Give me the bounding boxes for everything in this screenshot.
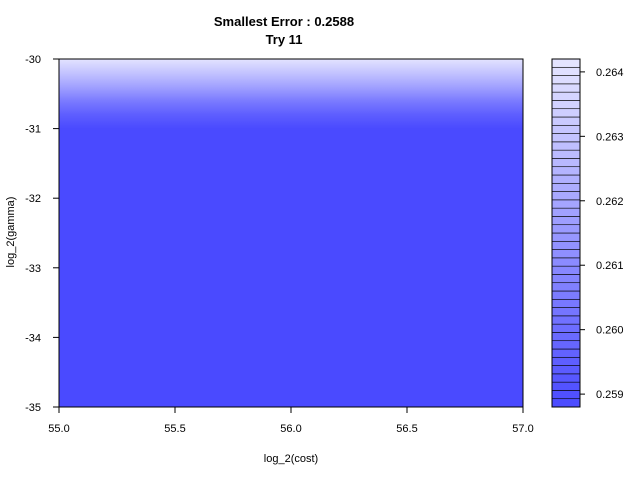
colorbar-level [551, 166, 581, 176]
y-tick-label: -35 [25, 402, 41, 414]
colorbar-level [551, 315, 581, 325]
colorbar-level [551, 274, 581, 284]
colorbar-level [551, 66, 581, 76]
colorbar-level [551, 216, 581, 226]
colorbar-tick-label: 0.260 [596, 325, 624, 337]
x-tick-label: 55.0 [48, 423, 69, 435]
colorbar-level [551, 58, 581, 68]
colorbar-frame [551, 58, 581, 408]
colorbar-level [551, 133, 581, 143]
heatmap-fill [59, 59, 523, 407]
colorbar-level [551, 249, 581, 259]
colorbar-level [551, 365, 581, 375]
colorbar-level [551, 390, 581, 400]
colorbar-tick-label: 0.262 [596, 196, 624, 208]
colorbar-level [551, 290, 581, 300]
colorbar-level [551, 158, 581, 168]
colorbar-level [551, 307, 581, 317]
x-tick-label: 56.5 [396, 423, 417, 435]
colorbar-level [551, 257, 581, 267]
y-axis-label: log_2(gamma) [5, 197, 17, 268]
colorbar-level [551, 356, 581, 366]
colorbar-tick-label: 0.264 [596, 67, 624, 79]
colorbar-level [551, 323, 581, 333]
colorbar-level [551, 124, 581, 134]
chart-subtitle: Try 11 [266, 32, 303, 47]
colorbar-tick-label: 0.261 [596, 260, 624, 272]
colorbar-level [551, 348, 581, 358]
colorbar-level [551, 207, 581, 217]
colorbar-level [551, 332, 581, 342]
x-tick-label: 56.0 [280, 423, 301, 435]
colorbar-level [551, 282, 581, 292]
colorbar: 0.259 0.260 0.261 0.262 0.263 0.264 [551, 58, 624, 408]
colorbar-level [551, 116, 581, 126]
colorbar-level [551, 298, 581, 308]
colorbar-tick-label: 0.263 [596, 131, 624, 143]
colorbar-level [551, 91, 581, 101]
y-tick-label: -30 [25, 54, 41, 66]
colorbar-level [551, 265, 581, 275]
y-tick-label: -34 [25, 332, 41, 344]
colorbar-level [551, 83, 581, 93]
colorbar-level [551, 240, 581, 250]
colorbar-level [551, 182, 581, 192]
colorbar-level [551, 199, 581, 209]
y-axis: -30 -31 -32 -33 -34 -35 [25, 54, 59, 414]
colorbar-level [551, 141, 581, 151]
y-tick-label: -31 [25, 124, 41, 136]
chart-title: Smallest Error : 0.2588 [214, 14, 354, 29]
colorbar-level [551, 381, 581, 391]
colorbar-level [551, 340, 581, 350]
colorbar-level [551, 149, 581, 159]
x-tick-label: 55.5 [164, 423, 185, 435]
colorbar-tick-label: 0.259 [596, 389, 624, 401]
colorbar-level [551, 174, 581, 184]
colorbar-level [551, 373, 581, 383]
colorbar-level [551, 232, 581, 242]
colorbar-level [551, 224, 581, 234]
plot-area [58, 58, 524, 408]
y-tick-label: -32 [25, 193, 41, 205]
x-tick-label: 57.0 [512, 423, 533, 435]
y-tick-label: -33 [25, 263, 41, 275]
x-axis-label: log_2(cost) [264, 453, 318, 465]
colorbar-level [551, 191, 581, 201]
colorbar-level [551, 75, 581, 85]
colorbar-level [551, 398, 581, 408]
colorbar-level [551, 100, 581, 110]
x-axis: 55.0 55.5 56.0 56.5 57.0 [48, 407, 534, 435]
colorbar-level [551, 108, 581, 118]
